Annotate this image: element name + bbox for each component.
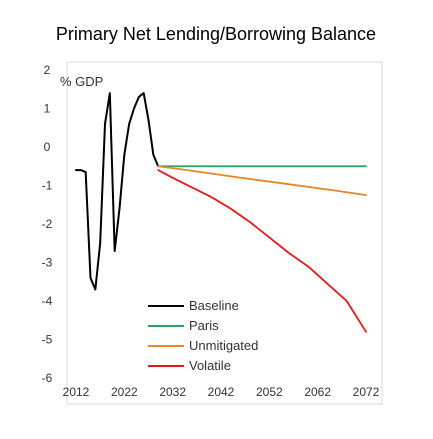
legend-label: Baseline [189, 298, 239, 313]
legend-item-volatile: Volatile [148, 358, 231, 373]
y-tick-label: -1 [42, 179, 53, 193]
chart-legend: Baseline Paris Unmitigated Volatile [148, 298, 258, 373]
y-tick-label: -3 [42, 256, 53, 270]
y-tick-label: 2 [44, 63, 51, 77]
x-tick-label: 2042 [208, 385, 235, 399]
y-tick-label: -5 [42, 333, 53, 347]
y-tick-label: 1 [44, 102, 51, 116]
y-tick-label: 0 [44, 140, 51, 154]
x-tick-label: 2032 [159, 385, 186, 399]
series-line-baseline [75, 92, 160, 291]
legend-item-baseline: Baseline [148, 298, 239, 313]
y-axis-unit: % GDP [60, 74, 103, 89]
legend-label: Unmitigated [189, 338, 258, 353]
y-tick-label: -4 [42, 294, 53, 308]
chart-series [75, 92, 367, 333]
y-axis-ticks: 2 1 0 -1 -2 -3 -4 -5 -6 [42, 63, 53, 385]
chart-title: Primary Net Lending/Borrowing Balance [56, 24, 376, 44]
y-tick-label: -2 [42, 217, 53, 231]
x-tick-label: 2022 [111, 385, 138, 399]
x-axis-ticks: 2012 2022 2032 2042 2052 2062 2072 [63, 385, 380, 399]
y-tick-label: -6 [42, 371, 53, 385]
x-tick-label: 2072 [353, 385, 380, 399]
x-tick-label: 2052 [256, 385, 283, 399]
series-line-volatile [157, 169, 367, 333]
plot-area [66, 61, 383, 405]
x-tick-label: 2062 [304, 385, 331, 399]
series-line-unmitigated [157, 165, 367, 197]
legend-label: Paris [189, 318, 219, 333]
legend-item-unmitigated: Unmitigated [148, 338, 258, 353]
x-tick-label: 2012 [63, 385, 90, 399]
legend-label: Volatile [189, 358, 231, 373]
legend-item-paris: Paris [148, 318, 219, 333]
